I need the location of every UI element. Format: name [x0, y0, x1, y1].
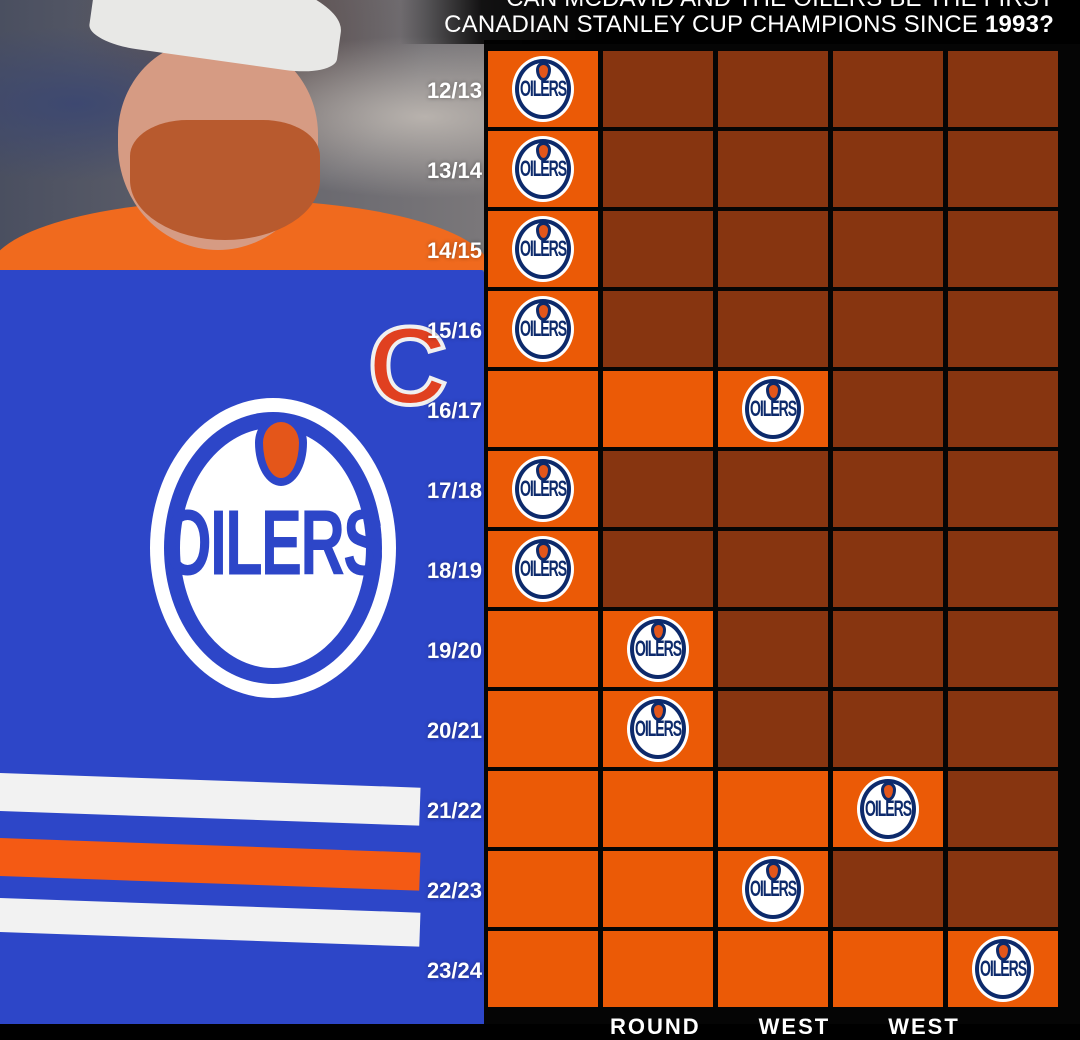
season-label: 16/17	[426, 398, 482, 423]
season-label: 22/23	[426, 878, 482, 903]
oilers-logo-icon: OILERS	[627, 696, 689, 762]
grid-cell-reached	[488, 371, 598, 447]
grid-cell-not-reached	[833, 51, 943, 127]
grid-cell-reached	[488, 691, 598, 767]
grid-cell-not-reached	[718, 611, 828, 687]
grid-cell-reached	[718, 931, 828, 1007]
grid-cell-reached: OILERS	[488, 451, 598, 527]
grid-cell-reached: OILERS	[718, 371, 828, 447]
playoff-grid: OILERS OILERS OILERS OILERS OILERS OILERS OILE…	[488, 51, 1058, 1007]
grid-cell-reached: OILERS	[603, 691, 713, 767]
column-labels: ROUND WEST WEST	[610, 1014, 1018, 1040]
grid-cell-not-reached	[948, 291, 1058, 367]
oilers-logo-icon: OILERS	[972, 936, 1034, 1002]
grid-cell-not-reached	[718, 211, 828, 287]
grid-cell-not-reached	[833, 691, 943, 767]
player-beard	[130, 120, 320, 240]
grid-cell-reached	[488, 771, 598, 847]
grid-cell-not-reached	[833, 611, 943, 687]
grid-cell-not-reached	[718, 291, 828, 367]
grid-cell-not-reached	[603, 291, 713, 367]
grid-cell-reached	[833, 931, 943, 1007]
grid-cell-reached: OILERS	[488, 211, 598, 287]
grid-cell-reached: OILERS	[948, 931, 1058, 1007]
grid-cell-not-reached	[833, 211, 943, 287]
grid-cell-reached	[718, 771, 828, 847]
grid-cell-not-reached	[603, 531, 713, 607]
grid-cell-reached	[488, 851, 598, 927]
title-bar: CAN MCDAVID AND THE OILERS BE THE FIRST …	[400, 0, 1080, 44]
oilers-logo-icon: OILERS	[512, 456, 574, 522]
grid-cell-not-reached	[833, 451, 943, 527]
grid-cell-not-reached	[948, 211, 1058, 287]
chart-title: CAN MCDAVID AND THE OILERS BE THE FIRST …	[444, 0, 1054, 38]
grid-cell-reached	[603, 771, 713, 847]
grid-cell-not-reached	[948, 851, 1058, 927]
grid-cell-not-reached	[948, 771, 1058, 847]
column-label: WEST	[888, 1014, 960, 1039]
grid-cell-not-reached	[948, 51, 1058, 127]
grid-cell-reached: OILERS	[488, 531, 598, 607]
season-label: 12/13	[426, 78, 482, 103]
oilers-logo-icon: OILERS	[512, 136, 574, 202]
grid-cell-reached	[488, 931, 598, 1007]
column-label: ROUND	[610, 1014, 701, 1039]
captain-c-patch: C	[366, 305, 449, 428]
grid-cell-reached	[603, 371, 713, 447]
grid-cell-not-reached	[948, 131, 1058, 207]
grid-cell-not-reached	[718, 451, 828, 527]
oilers-logo-icon: OILERS	[512, 296, 574, 362]
grid-cell-not-reached	[833, 291, 943, 367]
grid-cell-reached	[488, 611, 598, 687]
grid-cell-not-reached	[603, 451, 713, 527]
oilers-logo-icon: OILERS	[627, 616, 689, 682]
oilers-logo-icon: OILERS	[857, 776, 919, 842]
grid-cell-not-reached	[833, 851, 943, 927]
grid-cell-reached: OILERS	[488, 131, 598, 207]
grid-cell-reached: OILERS	[718, 851, 828, 927]
grid-cell-reached: OILERS	[488, 51, 598, 127]
grid-cell-not-reached	[718, 51, 828, 127]
oilers-logo-icon: OILERS	[742, 856, 804, 922]
grid-cell-not-reached	[948, 611, 1058, 687]
grid-cell-not-reached	[833, 131, 943, 207]
oilers-logo-icon: OILERS	[512, 536, 574, 602]
grid-cell-not-reached	[603, 211, 713, 287]
grid-cell-reached: OILERS	[488, 291, 598, 367]
season-label: 21/22	[426, 798, 482, 823]
column-label: WEST	[758, 1014, 831, 1039]
grid-cell-reached	[603, 931, 713, 1007]
oilers-logo-icon: OILERS	[742, 376, 804, 442]
grid-cell-reached: OILERS	[603, 611, 713, 687]
grid-cell-not-reached	[718, 531, 828, 607]
grid-cell-not-reached	[948, 531, 1058, 607]
season-label: 13/14	[426, 158, 482, 183]
grid-cell-not-reached	[948, 371, 1058, 447]
season-label: 23/24	[426, 958, 482, 983]
grid-cell-not-reached	[833, 531, 943, 607]
season-label: 20/21	[426, 718, 482, 743]
season-label: 14/15	[426, 238, 482, 263]
season-label: 18/19	[426, 558, 482, 583]
grid-cell-not-reached	[603, 51, 713, 127]
grid-cell-not-reached	[948, 451, 1058, 527]
grid-cell-not-reached	[603, 131, 713, 207]
season-label: 19/20	[426, 638, 482, 663]
season-label: 15/16	[426, 318, 482, 343]
oilers-logo-icon: OILERS	[512, 56, 574, 122]
grid-cell-not-reached	[833, 371, 943, 447]
grid-cell-not-reached	[718, 131, 828, 207]
grid-cell-reached	[603, 851, 713, 927]
grid-cell-reached: OILERS	[833, 771, 943, 847]
jersey-oilers-logo-icon: OILERS	[150, 398, 396, 698]
season-labels: 12/13 13/14 14/15 15/16 16/17 17/18 18/19 19/20…	[400, 51, 484, 1011]
season-label: 17/18	[426, 478, 482, 503]
grid-cell-not-reached	[948, 691, 1058, 767]
oilers-logo-icon: OILERS	[512, 216, 574, 282]
grid-cell-not-reached	[718, 691, 828, 767]
